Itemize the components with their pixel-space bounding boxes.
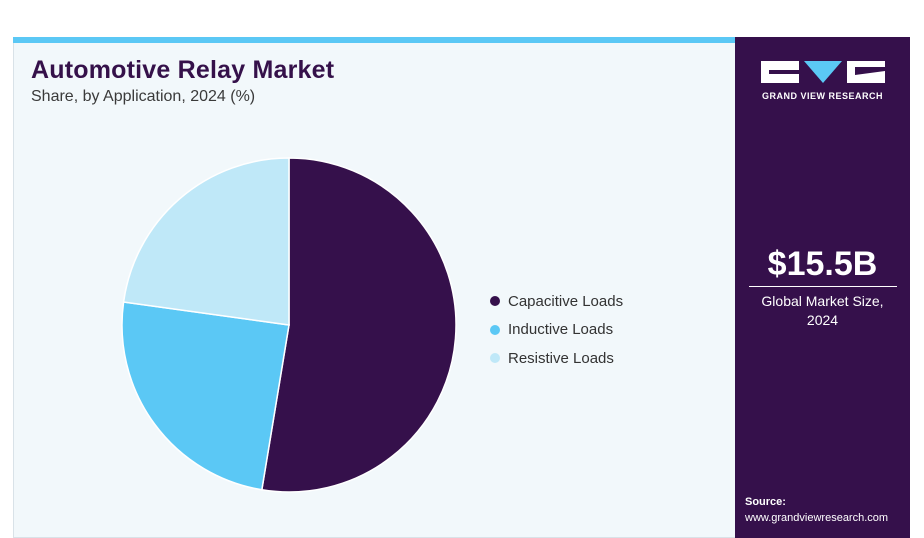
divider [749, 286, 897, 287]
pie-slice-inductive-loads [121, 301, 290, 491]
source-label: Source: [745, 496, 786, 508]
legend-label: Capacitive Loads [508, 292, 624, 310]
legend-swatch [490, 296, 500, 307]
pie-slice-capacitive-loads [260, 157, 457, 493]
market-size-value: $15.5B [767, 245, 878, 283]
chart-title: Automotive Relay Market [31, 56, 335, 84]
legend-label: Resistive Loads [508, 349, 614, 367]
gvr-logo-icon [761, 61, 885, 83]
pie-slice-resistive-loads [122, 157, 290, 326]
legend-swatch [490, 353, 500, 364]
accent-bar [13, 37, 735, 43]
legend-swatch [490, 324, 500, 335]
chart-subtitle: Share, by Application, 2024 (%) [31, 88, 256, 105]
market-size-label-line2: 2024 [806, 312, 839, 328]
market-size-label: Global Market Size, 2024 [735, 292, 910, 330]
legend-item-capacitive: Capacitive Loads [490, 287, 623, 316]
market-size-label-line1: Global Market Size, [761, 293, 884, 309]
brand-name: GRAND VIEW RESEARCH [761, 91, 883, 101]
source-link[interactable]: www.grandviewresearch.com [745, 512, 889, 524]
legend-label: Inductive Loads [508, 321, 614, 339]
legend-item-inductive: Inductive Loads [490, 316, 623, 345]
chart-legend: Capacitive Loads Inductive Loads Resisti… [490, 287, 623, 373]
legend-item-resistive: Resistive Loads [490, 344, 623, 373]
pie-chart [121, 157, 457, 493]
info-sidebar: GRAND VIEW RESEARCH $15.5B Global Market… [735, 37, 910, 538]
